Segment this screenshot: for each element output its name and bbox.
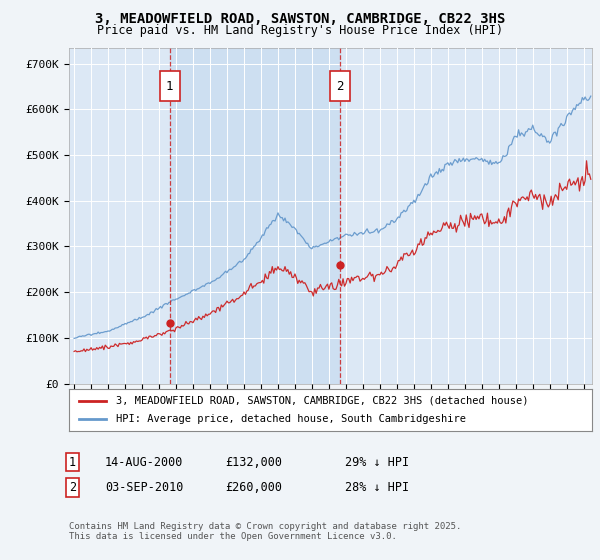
- Text: 14-AUG-2000: 14-AUG-2000: [105, 455, 184, 469]
- Text: £132,000: £132,000: [225, 455, 282, 469]
- Text: 1: 1: [69, 455, 76, 469]
- Text: 03-SEP-2010: 03-SEP-2010: [105, 480, 184, 494]
- FancyBboxPatch shape: [331, 71, 350, 101]
- Text: 28% ↓ HPI: 28% ↓ HPI: [345, 480, 409, 494]
- Text: 3, MEADOWFIELD ROAD, SAWSTON, CAMBRIDGE, CB22 3HS (detached house): 3, MEADOWFIELD ROAD, SAWSTON, CAMBRIDGE,…: [116, 396, 529, 406]
- Text: 2: 2: [69, 480, 76, 494]
- Text: HPI: Average price, detached house, South Cambridgeshire: HPI: Average price, detached house, Sout…: [116, 414, 466, 424]
- Bar: [170, 48, 340, 384]
- FancyBboxPatch shape: [160, 71, 179, 101]
- Text: Price paid vs. HM Land Registry's House Price Index (HPI): Price paid vs. HM Land Registry's House …: [97, 24, 503, 36]
- Text: 1: 1: [166, 80, 173, 93]
- Text: Contains HM Land Registry data © Crown copyright and database right 2025.
This d: Contains HM Land Registry data © Crown c…: [69, 522, 461, 542]
- Text: 2: 2: [337, 80, 344, 93]
- Text: £260,000: £260,000: [225, 480, 282, 494]
- Text: 3, MEADOWFIELD ROAD, SAWSTON, CAMBRIDGE, CB22 3HS: 3, MEADOWFIELD ROAD, SAWSTON, CAMBRIDGE,…: [95, 12, 505, 26]
- Text: 29% ↓ HPI: 29% ↓ HPI: [345, 455, 409, 469]
